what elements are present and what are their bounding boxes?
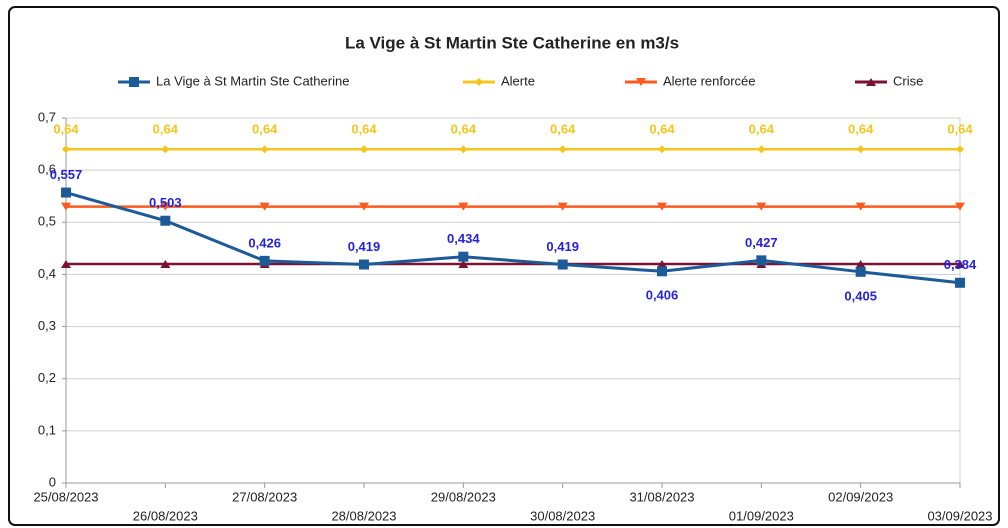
data-label: 0,405	[844, 288, 877, 303]
data-label: 0,64	[252, 122, 278, 137]
data-label: 0,64	[947, 122, 973, 137]
marker	[129, 77, 139, 87]
x-tick-label: 30/08/2023	[530, 508, 595, 523]
chart-title: La Vige à St Martin Ste Catherine en m3/…	[345, 33, 679, 52]
marker	[955, 260, 965, 268]
data-label: 0,434	[447, 231, 480, 246]
data-label: 0,64	[749, 122, 775, 137]
data-label: 0,64	[550, 122, 576, 137]
data-label: 0,384	[944, 257, 977, 272]
marker	[558, 145, 567, 154]
data-label: 0,64	[53, 122, 79, 137]
y-tick-label: 0	[49, 474, 56, 489]
marker	[62, 145, 70, 154]
marker	[757, 145, 766, 154]
data-label: 0,64	[848, 122, 874, 137]
marker	[855, 260, 866, 268]
legend-label: La Vige à St Martin Ste Catherine	[156, 73, 349, 88]
marker	[756, 255, 767, 266]
frame	[8, 6, 1000, 526]
y-tick-label: 0,6	[38, 162, 56, 177]
marker	[259, 202, 270, 211]
y-tick-label: 0,3	[38, 318, 56, 333]
x-tick-label: 02/09/2023	[828, 489, 893, 504]
marker	[557, 202, 568, 211]
y-tick-label: 0,2	[38, 370, 56, 385]
data-label: 0,427	[745, 235, 778, 250]
marker	[161, 145, 170, 154]
marker	[61, 187, 71, 198]
x-tick-label: 28/08/2023	[331, 508, 396, 523]
marker	[955, 202, 965, 211]
marker	[458, 202, 469, 211]
data-label: 0,503	[149, 195, 182, 210]
marker	[657, 260, 667, 268]
data-label: 0,419	[348, 239, 381, 254]
legend-label: Alerte renforcée	[663, 73, 756, 88]
data-label: 0,419	[546, 239, 579, 254]
marker	[856, 145, 865, 154]
legend-label: Crise	[893, 73, 923, 88]
marker	[61, 260, 71, 268]
y-tick-label: 0,5	[38, 214, 56, 229]
data-label: 0,557	[50, 167, 83, 182]
marker	[636, 78, 646, 86]
marker	[359, 202, 369, 211]
marker	[956, 145, 964, 154]
marker	[458, 251, 469, 262]
marker	[475, 78, 483, 86]
marker	[855, 202, 866, 211]
y-tick-label: 0,7	[38, 109, 56, 124]
marker	[855, 266, 866, 277]
marker	[657, 266, 667, 277]
marker	[260, 145, 269, 154]
marker	[359, 259, 369, 270]
x-tick-label: 27/08/2023	[232, 489, 297, 504]
x-tick-label: 26/08/2023	[133, 508, 198, 523]
legend-label: Alerte	[501, 73, 535, 88]
data-label: 0,64	[451, 122, 477, 137]
y-tick-label: 0,1	[38, 422, 56, 437]
marker	[459, 145, 468, 154]
data-label: 0,64	[649, 122, 675, 137]
marker	[160, 215, 171, 226]
y-tick-label: 0,4	[38, 266, 56, 281]
data-label: 0,64	[351, 122, 377, 137]
data-label: 0,64	[153, 122, 179, 137]
x-tick-label: 29/08/2023	[431, 489, 496, 504]
marker	[955, 277, 965, 288]
data-label: 0,406	[646, 288, 679, 303]
marker	[61, 202, 71, 211]
x-tick-label: 31/08/2023	[629, 489, 694, 504]
marker	[458, 260, 469, 268]
marker	[866, 78, 876, 86]
marker	[658, 145, 666, 154]
marker	[657, 202, 667, 211]
series-line	[65, 191, 961, 285]
marker	[557, 259, 568, 270]
marker	[259, 255, 270, 266]
marker	[360, 145, 368, 154]
marker	[160, 260, 171, 268]
marker	[756, 202, 767, 211]
x-tick-label: 03/09/2023	[927, 508, 992, 523]
x-tick-label: 25/08/2023	[33, 489, 98, 504]
data-label: 0,426	[248, 235, 281, 250]
x-tick-label: 01/09/2023	[729, 508, 794, 523]
marker	[160, 202, 171, 211]
